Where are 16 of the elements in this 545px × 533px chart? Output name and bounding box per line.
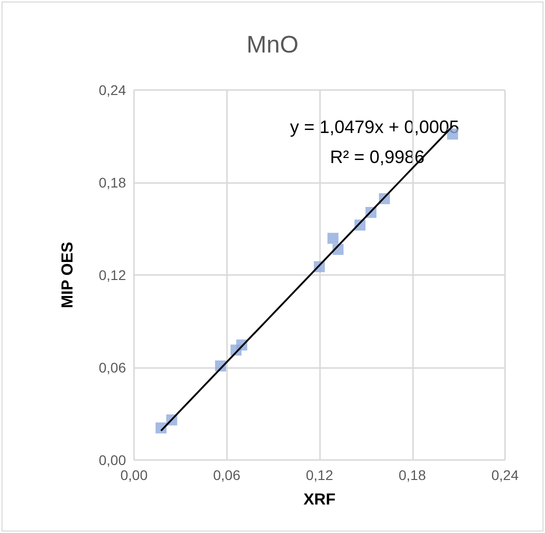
x-tick-label: 0,00 [120,467,148,483]
y-tick-label: 0,12 [98,267,126,283]
x-tick-label: 0,18 [398,467,426,483]
x-tick-label: 0,24 [491,467,519,483]
y-tick-label: 0,06 [98,360,126,376]
x-tick-label: 0,12 [306,467,334,483]
annotation: y = 1,0479x + 0,0005 [290,117,460,137]
x-axis-title: XRF [304,492,336,508]
y-tick-label: 0,00 [98,452,126,468]
y-tick-label: 0,18 [98,174,126,190]
chart-title: MnO [246,32,299,58]
annotation: R² = 0,9986 [330,147,425,167]
point [327,232,338,244]
x-tick-label: 0,06 [213,467,241,483]
y-axis-title: MIP OES [60,241,76,308]
y-tick-label: 0,24 [98,82,126,98]
